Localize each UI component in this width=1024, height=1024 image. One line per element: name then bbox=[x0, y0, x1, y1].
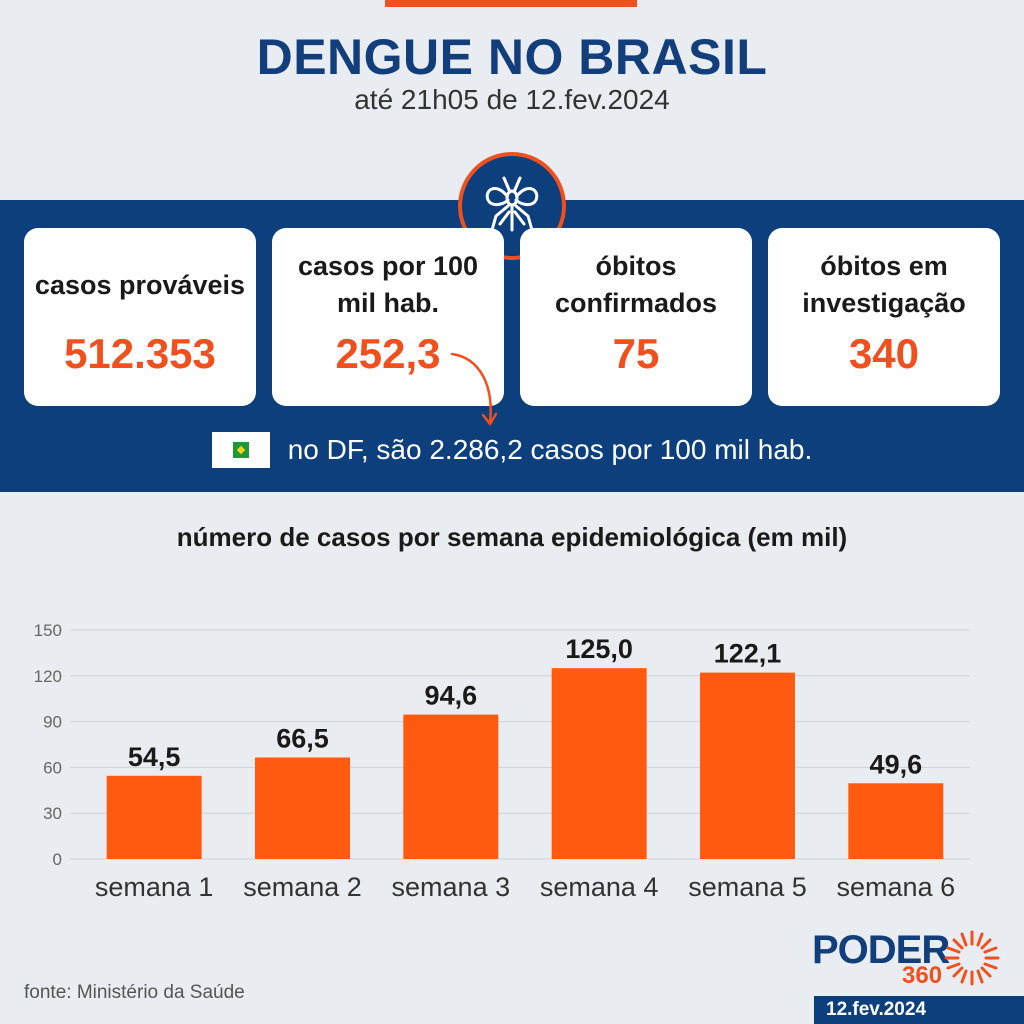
stat-value: 512.353 bbox=[64, 330, 216, 377]
top-accent-bar bbox=[385, 0, 637, 7]
stat-card-probable-cases: casos prováveis 512.353 bbox=[24, 228, 256, 406]
source-note: fonte: Ministério da Saúde bbox=[24, 982, 245, 1003]
pointer-arrow-icon bbox=[450, 352, 498, 426]
bar bbox=[403, 714, 499, 859]
y-tick-label: 90 bbox=[43, 713, 62, 732]
stat-card-confirmed-deaths: óbitos confirmados 75 bbox=[520, 228, 752, 406]
bar bbox=[700, 672, 795, 859]
stat-value: 75 bbox=[612, 330, 660, 377]
page-title: DENGUE NO BRASIL bbox=[256, 29, 768, 85]
x-tick-label: semana 6 bbox=[837, 872, 956, 902]
y-tick-label: 150 bbox=[34, 621, 62, 640]
chart-title: número de casos por semana epidemiológic… bbox=[176, 522, 848, 552]
mosquito-icon bbox=[485, 176, 539, 232]
y-tick-label: 60 bbox=[43, 758, 62, 777]
stat-label: óbitos confirmados bbox=[554, 251, 718, 318]
data-label: 66,5 bbox=[276, 723, 329, 753]
logo-word: PODER bbox=[812, 928, 950, 972]
x-tick-label: semana 1 bbox=[95, 872, 214, 902]
data-label: 49,6 bbox=[870, 749, 923, 779]
sunburst-icon bbox=[944, 930, 1000, 986]
data-label: 125,0 bbox=[565, 634, 633, 664]
x-tick-label: semana 3 bbox=[392, 872, 511, 902]
bar bbox=[848, 783, 944, 859]
x-tick-label: semana 2 bbox=[243, 872, 362, 902]
page-subtitle: até 21h05 de 12.fev.2024 bbox=[354, 84, 670, 115]
bar bbox=[551, 668, 647, 859]
df-flag-icon bbox=[211, 432, 270, 468]
data-label: 54,5 bbox=[128, 742, 181, 772]
stat-value: 340 bbox=[848, 330, 920, 377]
x-tick-label: semana 5 bbox=[688, 872, 807, 902]
stat-label: casos por 100 mil hab. bbox=[297, 251, 479, 318]
bar bbox=[255, 757, 350, 859]
y-tick-label: 0 bbox=[53, 850, 62, 869]
stat-card-deaths-under-investigation: óbitos em investigação 340 bbox=[768, 228, 1000, 406]
stat-value: 252,3 bbox=[335, 330, 441, 377]
df-note-row: no DF, são 2.286,2 casos por 100 mil hab… bbox=[0, 428, 1024, 472]
date-badge: 12.fev.2024 bbox=[814, 996, 1024, 1024]
logo-number: 360 bbox=[902, 962, 943, 989]
y-tick-label: 30 bbox=[43, 804, 62, 823]
stat-label: casos prováveis bbox=[34, 269, 246, 300]
bar bbox=[106, 775, 202, 859]
df-note: no DF, são 2.286,2 casos por 100 mil hab… bbox=[287, 434, 813, 465]
data-label: 122,1 bbox=[714, 639, 782, 669]
y-tick-label: 120 bbox=[34, 667, 62, 686]
bar-chart: 0 30 60 90 120 150 54,5 semana 1 66,5 semana 2 94,… bbox=[34, 621, 970, 902]
x-tick-label: semana 4 bbox=[540, 872, 659, 902]
poder360-logo: PODER 360 bbox=[812, 928, 1002, 994]
data-label: 94,6 bbox=[425, 681, 478, 711]
stat-card-cases-per-100k: casos por 100 mil hab. 252,3 bbox=[272, 228, 504, 406]
stat-label: óbitos em investigação bbox=[802, 251, 966, 318]
